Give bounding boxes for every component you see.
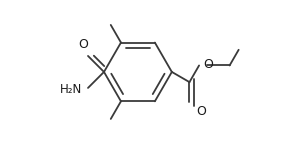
Text: O: O [204, 58, 213, 71]
Text: H₂N: H₂N [60, 83, 82, 96]
Text: O: O [79, 38, 88, 51]
Text: O: O [196, 105, 206, 118]
